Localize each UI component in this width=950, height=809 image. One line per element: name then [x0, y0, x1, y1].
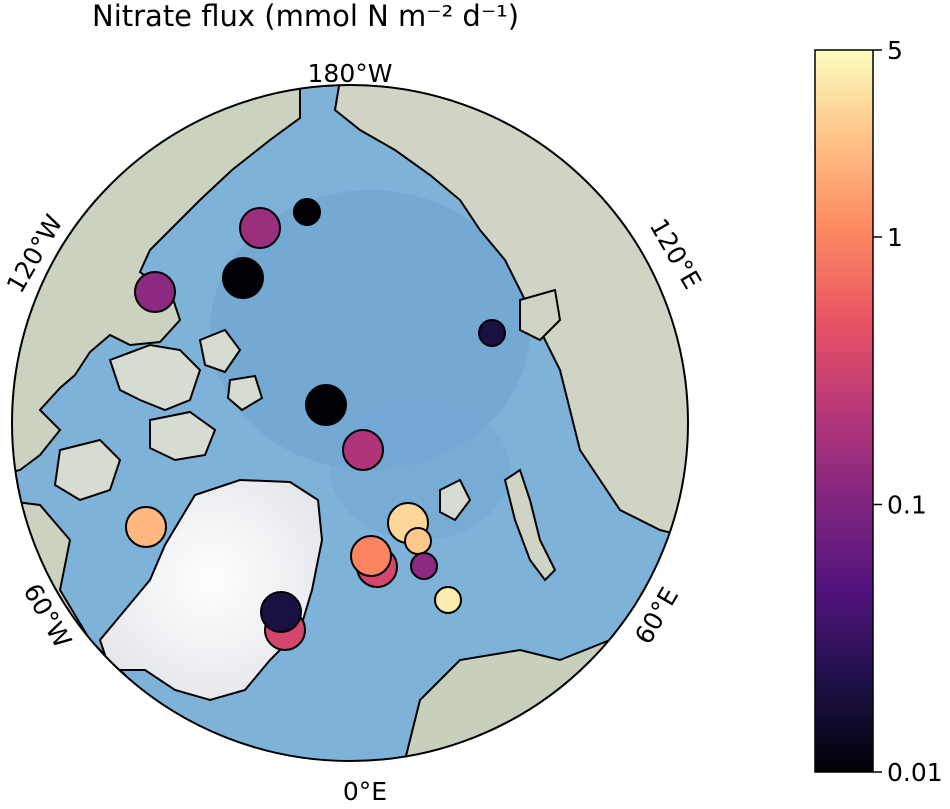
colorbar-gradient — [814, 49, 874, 773]
colorbar-tick-label: 0.1 — [887, 490, 927, 519]
station-marker-s2 — [239, 207, 281, 249]
chart-title: Nitrate flux (mmol N m⁻² d⁻¹) — [92, 0, 519, 33]
lon-label-0e: 0°E — [343, 777, 387, 806]
station-markers — [125, 198, 506, 651]
land-novaya-zemlya — [503, 468, 557, 582]
land-svalbard — [439, 478, 472, 522]
station-marker-s13 — [410, 552, 438, 580]
station-marker-s8 — [125, 506, 167, 548]
colorbar-tick-label: 5 — [887, 36, 903, 65]
station-marker-s16 — [260, 591, 302, 633]
lon-label-180w: 180°W — [308, 59, 393, 88]
colorbar-tick-label: 1 — [887, 223, 903, 252]
land-greenland — [98, 478, 324, 702]
station-marker-s6 — [305, 384, 347, 426]
station-marker-s10 — [404, 527, 432, 555]
station-marker-s3 — [222, 257, 264, 299]
station-marker-s4 — [134, 271, 176, 313]
deep-basin-shading — [210, 190, 530, 470]
station-marker-s5 — [478, 319, 506, 347]
map-boundary — [11, 84, 689, 762]
colorbar-tick-label: 0.01 — [887, 758, 943, 787]
colorbar-ticks: 5 1 0.1 0.01 — [873, 36, 943, 787]
land-archipelago — [108, 343, 202, 412]
colorbar: 5 1 0.1 0.01 — [814, 36, 943, 787]
station-marker-s7 — [342, 429, 384, 471]
station-marker-s12 — [350, 535, 392, 577]
station-marker-s1 — [293, 198, 321, 226]
map — [11, 84, 689, 762]
station-marker-s14 — [434, 586, 462, 614]
